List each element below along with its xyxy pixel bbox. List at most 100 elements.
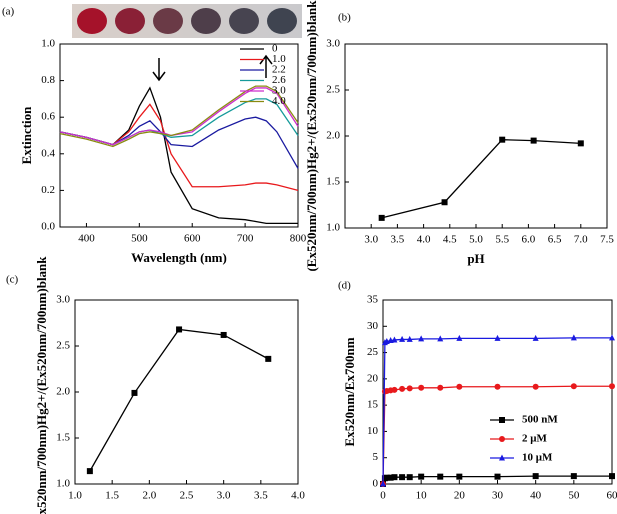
y-tick-label: 35 (367, 294, 379, 306)
y-tick-label: 2.5 (56, 340, 70, 352)
x-tick-label: 60 (607, 490, 617, 502)
y-axis-title: Ex520nm/Ex700nm (342, 337, 357, 446)
series-line (89, 328, 269, 472)
marker (494, 473, 501, 480)
marker (383, 474, 390, 481)
marker (399, 385, 406, 392)
x-axis-title: Wavelength (nm) (131, 250, 227, 265)
legend-label: 1.0 (272, 53, 286, 65)
marker (399, 335, 406, 342)
marker (494, 383, 501, 390)
marker (456, 473, 463, 480)
marker (380, 480, 386, 487)
marker (406, 385, 413, 392)
y-tick-label: 1.5 (326, 176, 340, 188)
x-tick-label: 4.0 (417, 234, 431, 246)
marker (530, 137, 537, 144)
series-line (59, 103, 299, 192)
marker (494, 334, 501, 341)
x-tick-label: 50 (568, 490, 580, 502)
series-line (382, 337, 612, 485)
x-tick-label: 30 (492, 490, 504, 502)
legend-label: 0 (272, 43, 278, 55)
x-axis-title: pH (467, 251, 484, 266)
y-tick-label: 1.5 (56, 432, 70, 444)
x-tick-label: 3.0 (217, 490, 231, 502)
marker (609, 473, 615, 480)
y-tick-label: 10 (367, 425, 379, 437)
y-tick-label: 25 (367, 346, 379, 358)
y-axis-title: Extinction (19, 106, 34, 165)
legend-label: 10 μM (522, 452, 553, 464)
marker (532, 473, 539, 480)
y-tick-label: 1.0 (326, 222, 340, 234)
marker (456, 383, 463, 390)
marker (265, 355, 272, 362)
y-tick-label: 1.0 (56, 478, 70, 490)
series-line (381, 139, 581, 219)
series-line (59, 116, 299, 169)
marker (391, 336, 398, 343)
y-axis-title: (Ex520nm/700nm)Hg2+/(Ex520nm/700nm)blank (34, 256, 49, 514)
vial-photo (72, 4, 302, 38)
x-tick-label: 600 (184, 233, 201, 245)
x-tick-label: 7.0 (574, 234, 588, 246)
marker (418, 384, 425, 391)
marker (609, 334, 615, 341)
panel-label: (c) (6, 274, 19, 286)
y-tick-label: 15 (367, 399, 379, 411)
x-tick-label: 1.0 (68, 490, 82, 502)
marker (418, 335, 425, 342)
marker (570, 473, 577, 480)
marker (387, 474, 394, 481)
x-tick-label: 500 (131, 233, 148, 245)
y-tick-label: 20 (367, 372, 379, 384)
x-tick-label: 6.5 (548, 234, 562, 246)
y-tick-label: 3.0 (56, 294, 70, 306)
arrows (152, 54, 273, 82)
marker (532, 334, 539, 341)
marker (499, 136, 506, 143)
x-tick-label: 800 (290, 233, 307, 245)
marker (570, 383, 577, 390)
x-tick-label: 400 (78, 233, 95, 245)
marker (570, 334, 577, 341)
series-line (59, 85, 299, 148)
marker (378, 214, 385, 221)
marker (86, 468, 93, 475)
marker (441, 199, 448, 206)
x-tick-label: 5.5 (495, 234, 509, 246)
x-tick-label: 5.0 (469, 234, 483, 246)
marker (577, 140, 584, 147)
marker (399, 474, 406, 481)
y-tick-label: 5 (373, 451, 379, 463)
marker (609, 383, 615, 390)
x-tick-label: 3.0 (364, 234, 378, 246)
panel-label: (d) (338, 280, 351, 292)
marker (499, 454, 505, 461)
marker (391, 386, 398, 393)
marker (406, 335, 413, 342)
marker (131, 389, 138, 396)
y-tick-label: 3.0 (326, 38, 340, 50)
x-tick-label: 40 (530, 490, 542, 502)
plot-frame (344, 43, 608, 229)
plot-frame (59, 43, 299, 228)
panel-label: (b) (338, 12, 351, 24)
y-axis-title: (Ex520nm/700nm)Hg2+/(Ex520nm/700nm)blank (304, 0, 319, 272)
y-tick-label: 0.6 (41, 111, 55, 123)
y-tick-label: 0.0 (41, 221, 55, 233)
x-tick-label: 700 (237, 233, 254, 245)
x-tick-label: 1.5 (105, 490, 119, 502)
legend-label: 500 nM (522, 414, 558, 426)
legend-label: 4.0 (272, 95, 286, 107)
x-tick-label: 10 (416, 490, 428, 502)
x-tick-label: 7.5 (600, 234, 614, 246)
marker (176, 326, 183, 333)
series-line (59, 86, 298, 224)
marker (532, 383, 539, 390)
y-tick-label: 0.8 (41, 74, 55, 86)
plot-frame (74, 299, 299, 485)
marker (406, 474, 413, 481)
legend-label: 2 μM (522, 433, 547, 445)
